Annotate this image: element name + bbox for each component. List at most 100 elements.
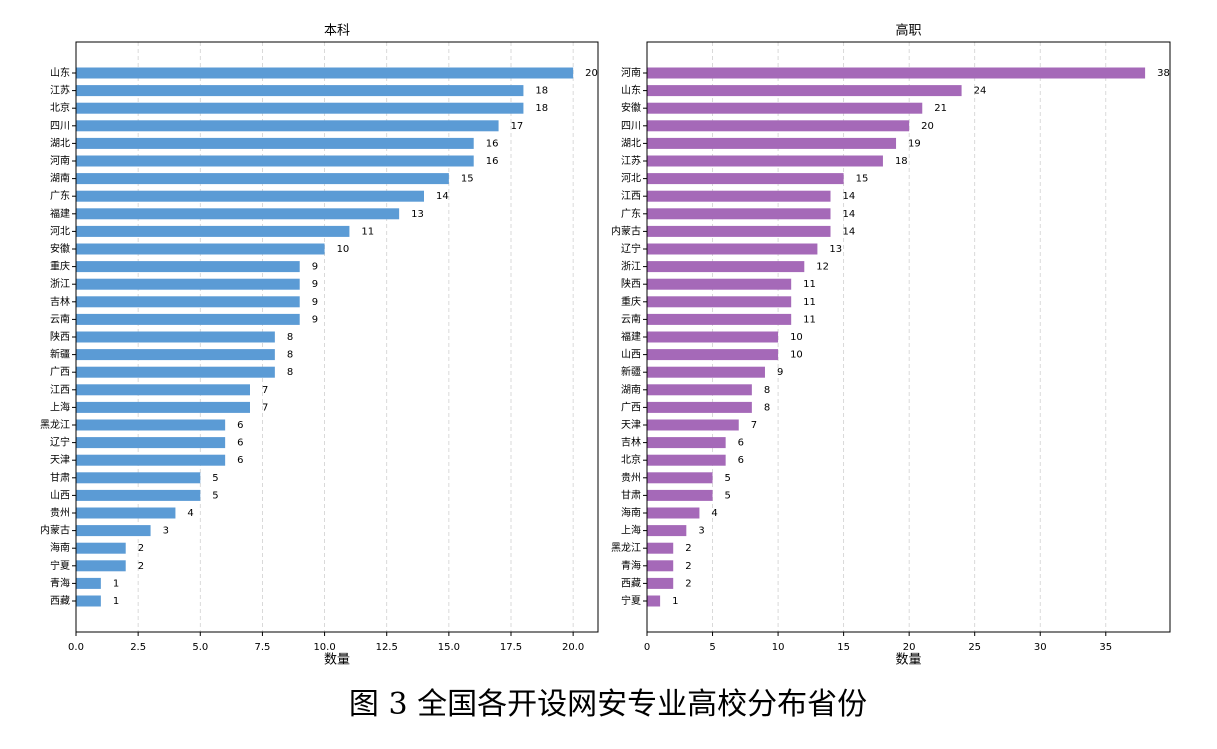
bar — [76, 507, 176, 519]
x-axis-label: 数量 — [324, 653, 350, 668]
bar — [76, 137, 474, 149]
y-tick-label: 浙江 — [621, 261, 641, 273]
data-label: 9 — [312, 279, 318, 290]
data-label: 6 — [237, 420, 243, 431]
bar — [76, 331, 275, 343]
bar — [647, 366, 765, 378]
data-label: 10 — [790, 332, 803, 343]
y-tick-label: 上海 — [621, 524, 641, 537]
data-label: 38 — [1157, 68, 1170, 79]
y-tick-label: 安徽 — [621, 101, 641, 114]
y-tick-label: 内蒙古 — [611, 224, 641, 237]
y-tick-label: 河北 — [621, 173, 641, 185]
data-label: 7 — [751, 420, 757, 431]
bar — [76, 85, 524, 97]
data-label: 11 — [361, 226, 374, 237]
data-label: 1 — [113, 596, 119, 607]
y-tick-label: 陕西 — [621, 277, 641, 290]
data-label: 5 — [725, 490, 731, 501]
bar — [647, 261, 805, 273]
data-label: 5 — [212, 473, 218, 484]
data-label: 6 — [237, 455, 243, 466]
y-tick-label: 陕西 — [50, 330, 70, 343]
bar — [76, 560, 126, 572]
bar — [647, 542, 674, 554]
data-label: 7 — [262, 385, 268, 396]
bar — [76, 472, 201, 484]
y-tick-label: 辽宁 — [50, 436, 70, 449]
y-tick-label: 江苏 — [621, 154, 641, 167]
axes-frame — [75, 41, 599, 633]
x-tick-label: 35 — [1099, 642, 1112, 653]
y-tick-label: 江苏 — [50, 84, 70, 97]
bar — [76, 577, 101, 589]
y-tick-label: 甘肃 — [621, 488, 641, 501]
y-tick-label: 新疆 — [50, 348, 70, 361]
y-tick-label: 云南 — [50, 312, 70, 325]
x-tick-label: 5 — [709, 642, 715, 653]
y-tick-label: 西藏 — [50, 595, 70, 607]
y-tick-label: 广东 — [621, 207, 641, 220]
bar — [76, 296, 300, 308]
data-label: 6 — [237, 438, 243, 449]
panel-title: 本科 — [324, 24, 350, 39]
bar — [647, 349, 779, 361]
y-tick-label: 辽宁 — [621, 242, 641, 255]
y-tick-label: 湖南 — [621, 383, 641, 396]
data-label: 8 — [287, 367, 293, 378]
y-tick-label: 广东 — [50, 189, 70, 202]
y-tick-label: 内蒙古 — [40, 524, 70, 537]
bar — [647, 173, 844, 185]
data-label: 5 — [725, 473, 731, 484]
data-label: 15 — [461, 174, 474, 185]
bar — [647, 577, 674, 589]
y-tick-label: 青海 — [50, 576, 70, 589]
data-label: 9 — [777, 367, 783, 378]
bar — [647, 102, 923, 114]
data-label: 8 — [287, 350, 293, 361]
bar — [647, 437, 726, 449]
bar — [76, 120, 499, 132]
y-tick-label: 浙江 — [50, 278, 70, 290]
data-label: 18 — [535, 103, 548, 114]
y-tick-label: 山西 — [621, 349, 641, 361]
data-label: 2 — [685, 561, 691, 572]
y-tick-label: 北京 — [621, 453, 641, 466]
x-tick-label: 20.0 — [562, 642, 584, 653]
bar — [76, 313, 300, 325]
y-tick-label: 海南 — [50, 541, 70, 554]
y-tick-label: 福建 — [50, 207, 70, 220]
y-tick-label: 河南 — [621, 66, 641, 79]
bar — [647, 225, 831, 237]
data-label: 10 — [337, 244, 350, 255]
bar — [76, 243, 325, 255]
y-tick-label: 吉林 — [50, 295, 70, 308]
bar — [647, 384, 752, 396]
y-tick-label: 吉林 — [621, 436, 641, 449]
bar — [647, 208, 831, 220]
bar — [647, 507, 700, 519]
y-tick-label: 广西 — [50, 366, 70, 378]
y-tick-label: 四川 — [621, 121, 641, 132]
data-label: 20 — [921, 121, 934, 132]
bar — [647, 595, 661, 607]
y-tick-label: 重庆 — [50, 260, 70, 273]
bar — [76, 384, 250, 396]
y-tick-label: 西藏 — [621, 577, 641, 589]
bar — [76, 595, 101, 607]
data-label: 18 — [895, 156, 908, 167]
bar — [76, 102, 524, 114]
y-tick-label: 河南 — [50, 154, 70, 167]
data-label: 14 — [436, 191, 449, 202]
data-label: 17 — [511, 121, 524, 132]
x-tick-label: 0 — [644, 642, 650, 653]
x-tick-label: 20 — [903, 642, 916, 653]
axes-frame — [646, 41, 1171, 633]
bar — [647, 67, 1146, 79]
bar — [76, 419, 226, 431]
y-tick-label: 四川 — [50, 121, 70, 132]
y-tick-label: 江西 — [50, 384, 70, 396]
data-label: 2 — [685, 543, 691, 554]
x-tick-label: 17.5 — [500, 642, 522, 653]
